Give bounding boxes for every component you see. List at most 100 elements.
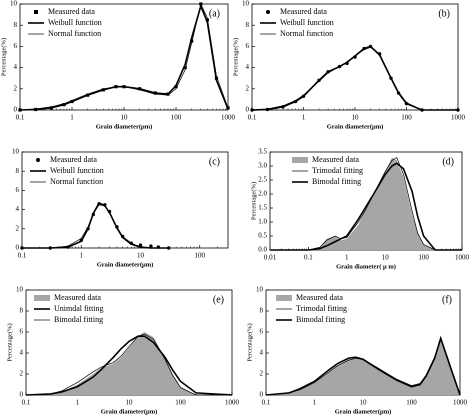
legend-swatch — [36, 158, 40, 162]
line — [251, 47, 458, 111]
y-axis-label: Percentage(%) — [0, 38, 7, 76]
x-tick-label: 10 — [382, 254, 390, 262]
y-tick-label: 1.5 — [258, 204, 267, 212]
x-tick-label: 0.1 — [304, 254, 313, 262]
y-tick-label: 3.0 — [258, 162, 267, 170]
x-axis-label: Grain diameter(μm) — [101, 408, 158, 415]
y-tick-label: 10 — [12, 148, 20, 156]
legend-label: Trimodal fitting — [312, 166, 363, 175]
y-axis-label: Percentage(%) — [246, 323, 253, 361]
x-axis-label: Grain diameter( μ m) — [336, 263, 396, 270]
legend-swatch — [34, 10, 38, 14]
y-tick-label: 8 — [260, 307, 264, 315]
line — [19, 2, 229, 111]
legend-label: Weibull function — [280, 18, 334, 27]
x-tick-label: 1 — [70, 114, 74, 122]
x-tick-label: 0.1 — [262, 399, 271, 407]
y-tick-label: 4 — [260, 349, 264, 357]
y-axis-label: Percentage(%) — [6, 323, 13, 361]
x-tick-label: 100 — [406, 399, 417, 407]
y-tick-label: 2 — [16, 224, 20, 232]
x-tick-label: 0.1 — [248, 114, 257, 122]
legend-label: Measured data — [296, 293, 343, 302]
y-tick-label: 6 — [14, 42, 18, 50]
x-tick-label: 1000 — [451, 114, 466, 122]
y-tick-label: 4 — [16, 205, 20, 213]
x-tick-label: 10 — [126, 399, 134, 407]
legend-label: Weibull function — [48, 18, 102, 27]
legend-label: Bimodal fitting — [312, 177, 361, 186]
x-tick-label: 100 — [171, 114, 182, 122]
legend-label: Trimodal fitting — [296, 304, 347, 313]
y-tick-label: 0.0 — [258, 246, 267, 254]
y-tick-label: 6 — [246, 42, 250, 50]
y-tick-label: 4 — [20, 349, 24, 357]
y-tick-label: 0 — [246, 106, 250, 114]
legend-label: Unimdal fitting — [54, 304, 104, 313]
y-tick-label: 4 — [246, 63, 250, 71]
x-tick-label: 10 — [121, 114, 129, 122]
legend-label: Measured data — [312, 155, 359, 164]
x-tick-label: 1 — [79, 252, 83, 260]
legend-label: Normal function — [280, 29, 333, 38]
panel-label: (e) — [213, 294, 224, 305]
y-tick-label: 2 — [14, 84, 18, 92]
legend-swatch — [266, 10, 270, 14]
y-tick-label: 10 — [242, 0, 250, 8]
y-tick-label: 0.5 — [258, 232, 267, 240]
y-tick-label: 6 — [260, 328, 264, 336]
y-tick-label: 0 — [14, 106, 18, 114]
x-tick-label: 100 — [401, 114, 412, 122]
legend-label: Measured data — [50, 155, 97, 164]
y-tick-label: 8 — [16, 167, 20, 175]
legend-label: Measured data — [48, 7, 95, 16]
x-tick-label: 1000 — [221, 114, 236, 122]
y-axis-label: Percentage(%) — [232, 38, 239, 76]
panel-label: (d) — [442, 156, 454, 167]
y-tick-label: 6 — [16, 186, 20, 194]
area — [270, 157, 462, 250]
panel-label: (a) — [209, 8, 220, 19]
legend-label: Bimodal fitting — [296, 315, 345, 324]
x-tick-label: 1 — [313, 399, 317, 407]
y-tick-label: 2.0 — [258, 190, 267, 198]
x-tick-label: 100 — [194, 252, 205, 260]
line — [22, 204, 169, 249]
y-tick-label: 4 — [14, 63, 18, 71]
y-tick-label: 2.5 — [258, 176, 267, 184]
y-tick-label: 0 — [20, 391, 24, 399]
x-tick-label: 100 — [175, 399, 186, 407]
line — [270, 162, 462, 251]
x-tick-label: 0.1 — [18, 252, 27, 260]
x-tick-label: 100 — [418, 254, 429, 262]
legend-label: Measured data — [54, 293, 101, 302]
y-tick-label: 0 — [16, 244, 20, 252]
line — [25, 333, 232, 396]
y-tick-label: 0 — [260, 391, 264, 399]
legend-label: Bimodal fitting — [54, 315, 103, 324]
y-tick-label: 10 — [16, 286, 24, 294]
marker — [183, 66, 187, 70]
x-tick-label: 10 — [352, 114, 360, 122]
line — [265, 335, 461, 396]
y-tick-label: 2 — [246, 84, 250, 92]
y-tick-label: 8 — [14, 21, 18, 29]
area — [266, 339, 460, 395]
legend-swatch — [292, 157, 308, 163]
y-tick-label: 3.5 — [258, 148, 267, 156]
x-axis-label: Grain diameter(μm) — [335, 408, 392, 415]
x-axis-label: Grain diameter(μm) — [327, 123, 384, 130]
y-tick-label: 8 — [246, 21, 250, 29]
panel-label: (b) — [438, 8, 450, 19]
y-tick-label: 6 — [20, 328, 24, 336]
x-tick-label: 1000 — [455, 254, 470, 262]
x-tick-label: 1000 — [225, 399, 240, 407]
plot-frame — [21, 151, 229, 249]
legend-label: Weibull function — [50, 166, 104, 175]
panel-label: (f) — [442, 294, 452, 305]
x-axis-label: Grain diameter(μm) — [97, 261, 154, 268]
x-tick-label: 10 — [360, 399, 368, 407]
y-tick-label: 1.0 — [258, 218, 267, 226]
legend-swatch — [34, 295, 50, 301]
